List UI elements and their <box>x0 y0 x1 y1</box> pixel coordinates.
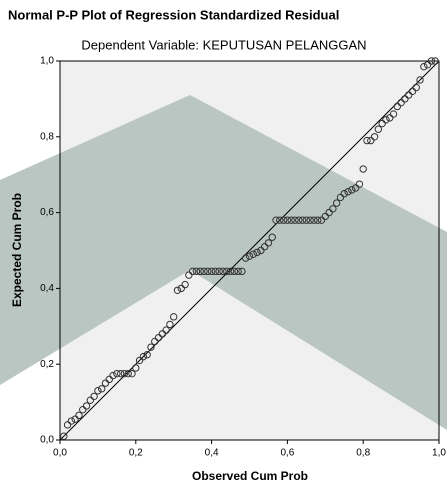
x-tick-label: 0,8 <box>356 448 370 459</box>
chart-subtitle: Dependent Variable: KEPUTUSAN PELANGGAN <box>81 37 366 52</box>
x-axis-title: Observed Cum Prob <box>192 469 308 483</box>
x-tick-label: 0,0 <box>53 448 67 459</box>
x-tick-label: 0,2 <box>129 448 143 459</box>
chart: Normal P-P Plot of Regression Standardiz… <box>0 0 447 486</box>
x-tick-label: 1,0 <box>432 448 446 459</box>
x-tick-label: 0,4 <box>205 448 219 459</box>
chart-title: Normal P-P Plot of Regression Standardiz… <box>8 7 339 22</box>
x-tick-label: 0,6 <box>280 448 294 459</box>
y-tick-label: 0,4 <box>40 283 54 294</box>
y-tick-label: 0,6 <box>40 207 54 218</box>
y-axis-title: Expected Cum Prob <box>10 193 24 307</box>
y-tick-label: 0,0 <box>40 435 54 446</box>
y-tick-label: 1,0 <box>40 56 54 67</box>
y-tick-label: 0,8 <box>40 131 54 142</box>
y-tick-label: 0,2 <box>40 359 54 370</box>
